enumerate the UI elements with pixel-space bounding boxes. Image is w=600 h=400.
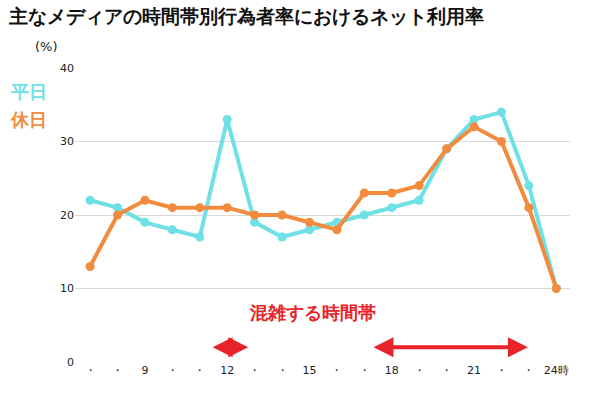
svg-text:9: 9 <box>141 364 148 377</box>
svg-text:主なメディアの時間帯別行為者率におけるネット利用率: 主なメディアの時間帯別行為者率におけるネット利用率 <box>8 5 484 27</box>
svg-text:・: ・ <box>523 364 534 377</box>
svg-text:・: ・ <box>277 364 288 377</box>
svg-text:(%): (%) <box>35 39 58 54</box>
svg-text:・: ・ <box>331 364 342 377</box>
svg-text:・: ・ <box>496 364 507 377</box>
svg-text:24時: 24時 <box>544 364 569 377</box>
svg-text:・: ・ <box>85 364 96 377</box>
svg-text:30: 30 <box>60 135 74 148</box>
svg-text:休日: 休日 <box>10 109 47 130</box>
svg-text:・: ・ <box>249 364 260 377</box>
svg-text:混雑する時間帯: 混雑する時間帯 <box>249 302 376 323</box>
svg-text:18: 18 <box>385 364 399 377</box>
svg-text:・: ・ <box>194 364 205 377</box>
svg-text:21: 21 <box>467 364 481 377</box>
svg-text:・: ・ <box>441 364 452 377</box>
svg-text:・: ・ <box>167 364 178 377</box>
svg-text:15: 15 <box>302 364 316 377</box>
svg-text:平日: 平日 <box>10 81 47 102</box>
svg-text:0: 0 <box>67 356 74 369</box>
svg-text:・: ・ <box>359 364 370 377</box>
svg-text:・: ・ <box>112 364 123 377</box>
svg-text:40: 40 <box>60 62 74 75</box>
svg-text:20: 20 <box>60 209 74 222</box>
svg-text:・: ・ <box>414 364 425 377</box>
svg-text:10: 10 <box>60 282 74 295</box>
svg-text:12: 12 <box>220 364 234 377</box>
